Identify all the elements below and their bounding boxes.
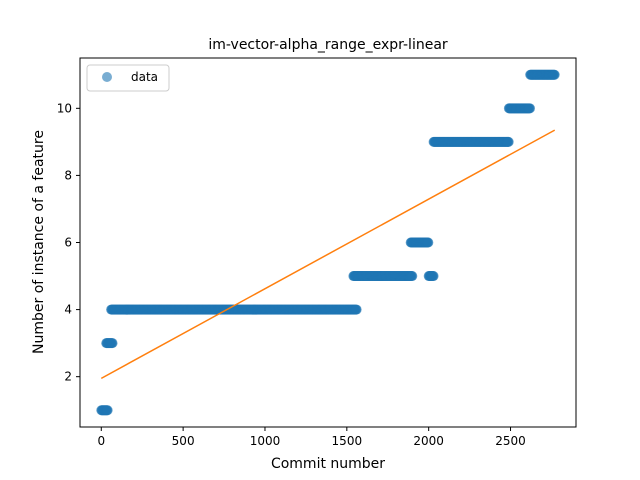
data-point [407,271,418,282]
x-axis-label: Commit number [271,456,385,472]
legend-marker [102,72,112,82]
data-point [351,304,362,315]
data-point [525,103,536,114]
data-point [503,136,514,147]
y-tick-label: 10 [57,101,72,115]
x-tick-label: 1500 [332,434,363,448]
data-point [102,405,113,416]
legend-label-data: data [131,70,158,84]
y-axis-label: Number of instance of a feature [31,130,47,354]
data-point [428,271,439,282]
x-axis-ticks: 0 500 1000 1500 2000 2500 [97,427,526,448]
y-tick-label: 6 [64,236,72,250]
fit-line [100,129,556,380]
y-tick-label: 4 [64,303,72,317]
legend-box [86,64,170,92]
x-tick-label: 2500 [495,434,526,448]
data-layer [96,69,560,416]
y-tick-label: 8 [64,168,72,182]
data-point [107,338,118,349]
y-tick-label: 2 [64,370,72,384]
x-tick-label: 0 [97,434,105,448]
fit-line-layer [100,129,556,380]
data-point [549,69,560,80]
chart-title: im-vector-alpha_range_expr-linear [208,37,448,53]
x-tick-label: 500 [172,434,195,448]
x-tick-label: 1000 [250,434,281,448]
y-axis-ticks: 2 4 6 8 10 [57,101,80,384]
data-point [423,237,434,248]
x-tick-label: 2000 [413,434,444,448]
legend: data [86,64,170,92]
